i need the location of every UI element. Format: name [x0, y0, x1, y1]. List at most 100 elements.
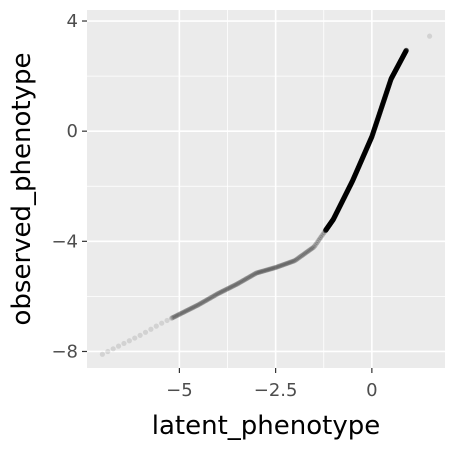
data-point — [230, 283, 236, 289]
data-point — [282, 261, 288, 267]
data-point — [239, 278, 245, 284]
y-tick-label: 4 — [67, 11, 78, 32]
data-point — [316, 236, 323, 242]
data-point — [132, 335, 138, 341]
data-point — [232, 282, 238, 288]
data-point — [207, 295, 213, 301]
data-point — [210, 293, 216, 299]
data-point — [306, 247, 312, 254]
data-point — [301, 251, 308, 257]
data-point — [222, 287, 228, 293]
data-point — [178, 310, 184, 317]
plot-panel — [87, 10, 445, 368]
data-point — [193, 303, 199, 309]
data-point — [229, 284, 235, 290]
data-point — [211, 293, 218, 299]
data-point — [227, 284, 234, 290]
data-point — [182, 308, 189, 314]
data-point — [188, 305, 194, 311]
data-point — [238, 279, 244, 285]
data-point — [233, 281, 239, 287]
data-point — [226, 285, 233, 291]
data-point — [216, 290, 222, 296]
data-point — [285, 260, 291, 266]
data-point — [275, 264, 281, 270]
data-point — [299, 252, 305, 258]
data-point — [259, 268, 265, 275]
data-point — [307, 246, 313, 253]
data-point — [292, 257, 298, 263]
data-point — [105, 348, 111, 355]
data-point — [194, 302, 200, 309]
data-point — [269, 265, 275, 272]
data-point — [320, 231, 326, 237]
data-point — [115, 343, 122, 349]
x-tick-label: −5 — [166, 380, 193, 401]
data-point — [279, 262, 286, 268]
data-point — [234, 281, 241, 287]
data-point — [262, 267, 268, 274]
data-point — [276, 263, 282, 269]
data-point — [260, 268, 266, 274]
data-point — [174, 312, 181, 318]
data-point — [277, 263, 283, 269]
data-point — [110, 346, 116, 352]
data-point — [206, 296, 212, 302]
data-point — [261, 268, 267, 274]
data-point — [184, 308, 190, 314]
data-points — [99, 33, 433, 357]
data-point — [297, 254, 303, 260]
data-point — [271, 265, 278, 271]
data-point — [231, 282, 237, 289]
data-point — [249, 272, 256, 278]
data-point — [142, 329, 149, 335]
y-tick-label: −8 — [51, 341, 78, 362]
data-point — [191, 304, 197, 310]
data-point — [164, 317, 170, 324]
data-point — [251, 271, 257, 278]
data-point — [274, 264, 280, 270]
x-axis: −5 −2.5 0 — [166, 368, 378, 401]
data-point — [179, 310, 185, 316]
data-point — [303, 250, 309, 256]
data-point — [256, 269, 263, 275]
data-point — [267, 266, 273, 272]
data-point — [309, 245, 316, 251]
data-point — [137, 332, 143, 338]
data-point — [246, 274, 252, 280]
data-point — [427, 33, 433, 39]
data-point — [312, 243, 318, 249]
data-point — [241, 277, 248, 283]
data-point — [126, 338, 132, 344]
data-point — [176, 312, 182, 318]
data-point — [173, 313, 179, 319]
data-point — [148, 326, 154, 332]
data-point — [181, 309, 187, 315]
data-point — [200, 299, 206, 305]
data-point — [313, 241, 319, 247]
y-tick-label: 0 — [67, 121, 78, 142]
x-tick-label: −2.5 — [254, 380, 298, 401]
data-point — [289, 259, 295, 265]
data-point — [189, 305, 196, 311]
data-point — [202, 298, 208, 304]
data-point — [185, 307, 191, 313]
data-point — [224, 286, 230, 292]
data-point — [218, 289, 224, 295]
data-point — [99, 351, 105, 357]
data-point — [244, 275, 250, 282]
data-point — [258, 269, 264, 275]
data-point — [308, 246, 315, 252]
x-tick-label: 0 — [366, 380, 377, 401]
data-point — [204, 296, 211, 303]
data-point — [294, 256, 301, 262]
data-point — [245, 275, 251, 281]
data-point — [199, 300, 205, 306]
y-tick-label: −4 — [51, 231, 78, 252]
data-point — [221, 288, 227, 294]
data-point — [187, 306, 193, 312]
data-point — [180, 309, 186, 315]
data-point — [223, 286, 229, 293]
data-point — [268, 266, 274, 272]
